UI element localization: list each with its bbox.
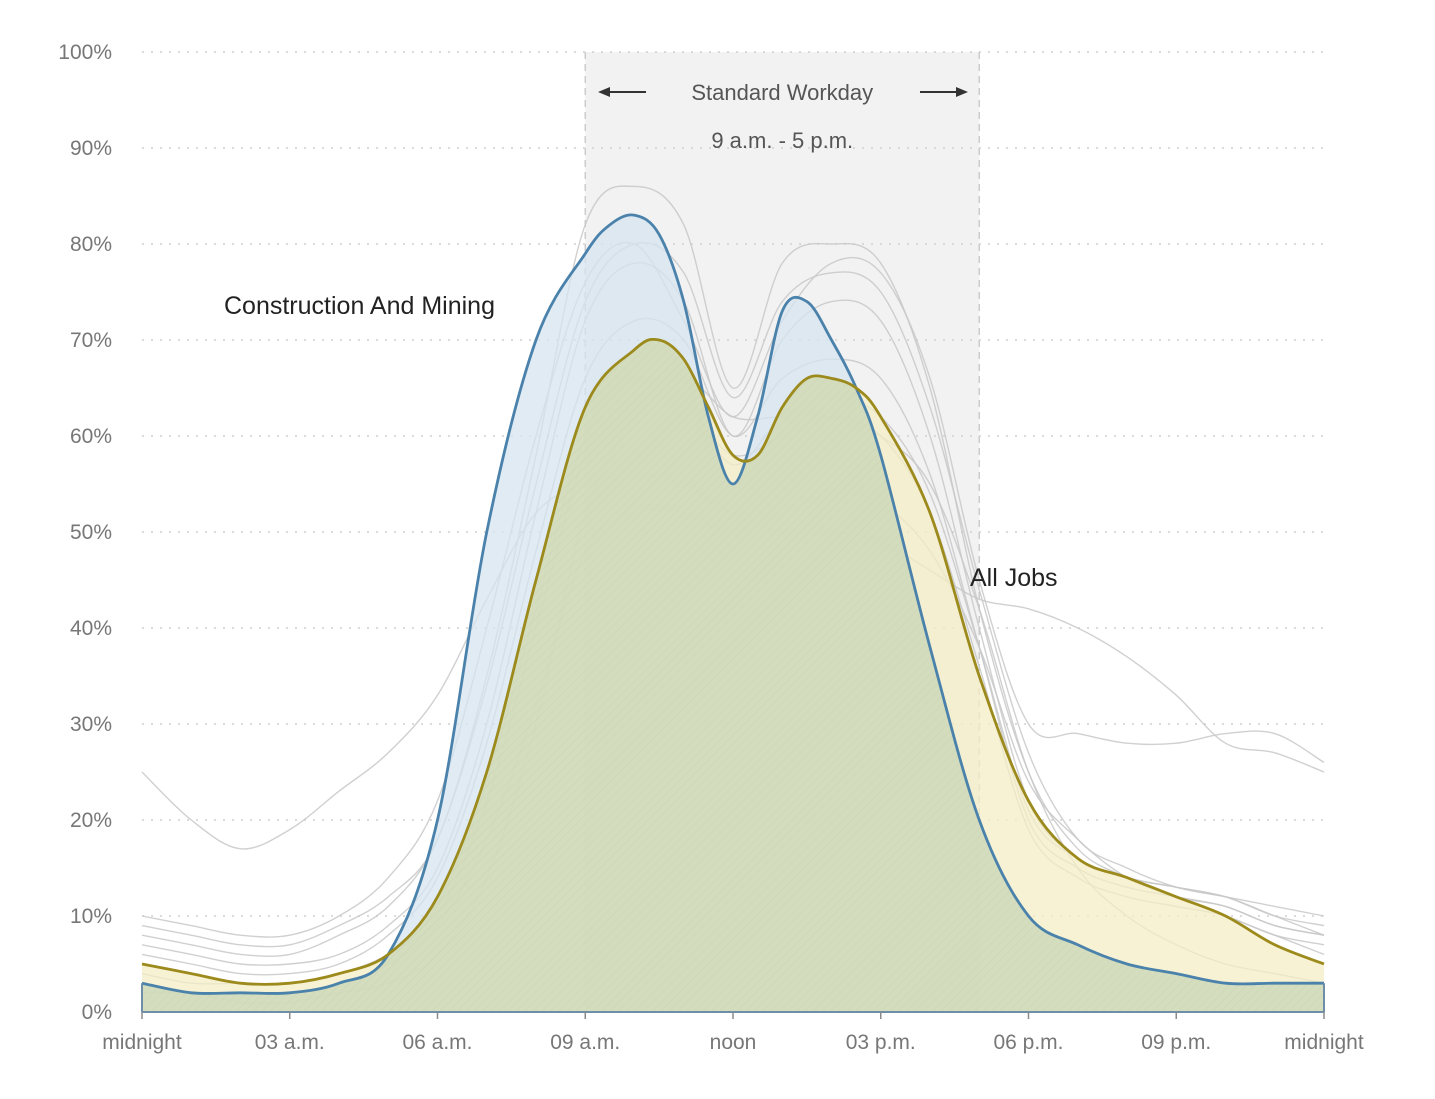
x-tick-label: midnight xyxy=(102,1031,182,1054)
x-tick-label: noon xyxy=(710,1031,757,1054)
line-all-jobs xyxy=(141,337,1325,986)
x-tick-label: 03 a.m. xyxy=(255,1031,325,1054)
background-series-line-8 xyxy=(141,242,1325,957)
arrow-left-head-icon xyxy=(598,87,610,97)
x-tick-label: midnight xyxy=(1284,1031,1364,1054)
x-tick-label: 06 p.m. xyxy=(993,1031,1063,1054)
y-tick-label: 70% xyxy=(70,329,112,352)
y-tick-label: 60% xyxy=(70,425,112,448)
y-tick-label: 30% xyxy=(70,713,112,736)
axes: 0% 10% 20% 30% 40% 50% 60% 70% 80% 90% 100% midnigh… xyxy=(58,41,1364,1054)
y-tick-label: 100% xyxy=(58,41,112,64)
background-series-line-2 xyxy=(141,185,1325,948)
workday-band-label: Standard Workday xyxy=(691,80,873,105)
y-tick-label: 90% xyxy=(70,137,112,160)
y-tick-label: 80% xyxy=(70,233,112,256)
y-tick-label: 20% xyxy=(70,809,112,832)
x-tick-label: 06 a.m. xyxy=(402,1031,472,1054)
workday-band-sublabel: 9 a.m. - 5 p.m. xyxy=(711,128,853,153)
y-tick-label: 50% xyxy=(70,521,112,544)
workday-band-annotation: Standard Workday 9 a.m. - 5 p.m. xyxy=(598,80,968,153)
arrow-right-head-icon xyxy=(956,87,968,97)
x-tick-label: 09 p.m. xyxy=(1141,1031,1211,1054)
x-tick-label: 03 p.m. xyxy=(846,1031,916,1054)
y-tick-label: 40% xyxy=(70,617,112,640)
series-label-construction-and-mining: Construction And Mining xyxy=(224,292,495,320)
y-tick-label: 0% xyxy=(82,1001,112,1024)
x-tick-label: 09 a.m. xyxy=(550,1031,620,1054)
y-tick-label: 10% xyxy=(70,905,112,928)
line-construction-and-mining xyxy=(141,213,1324,995)
series-label-all-jobs: All Jobs xyxy=(970,564,1058,592)
highlight-lines-group xyxy=(141,213,1325,995)
